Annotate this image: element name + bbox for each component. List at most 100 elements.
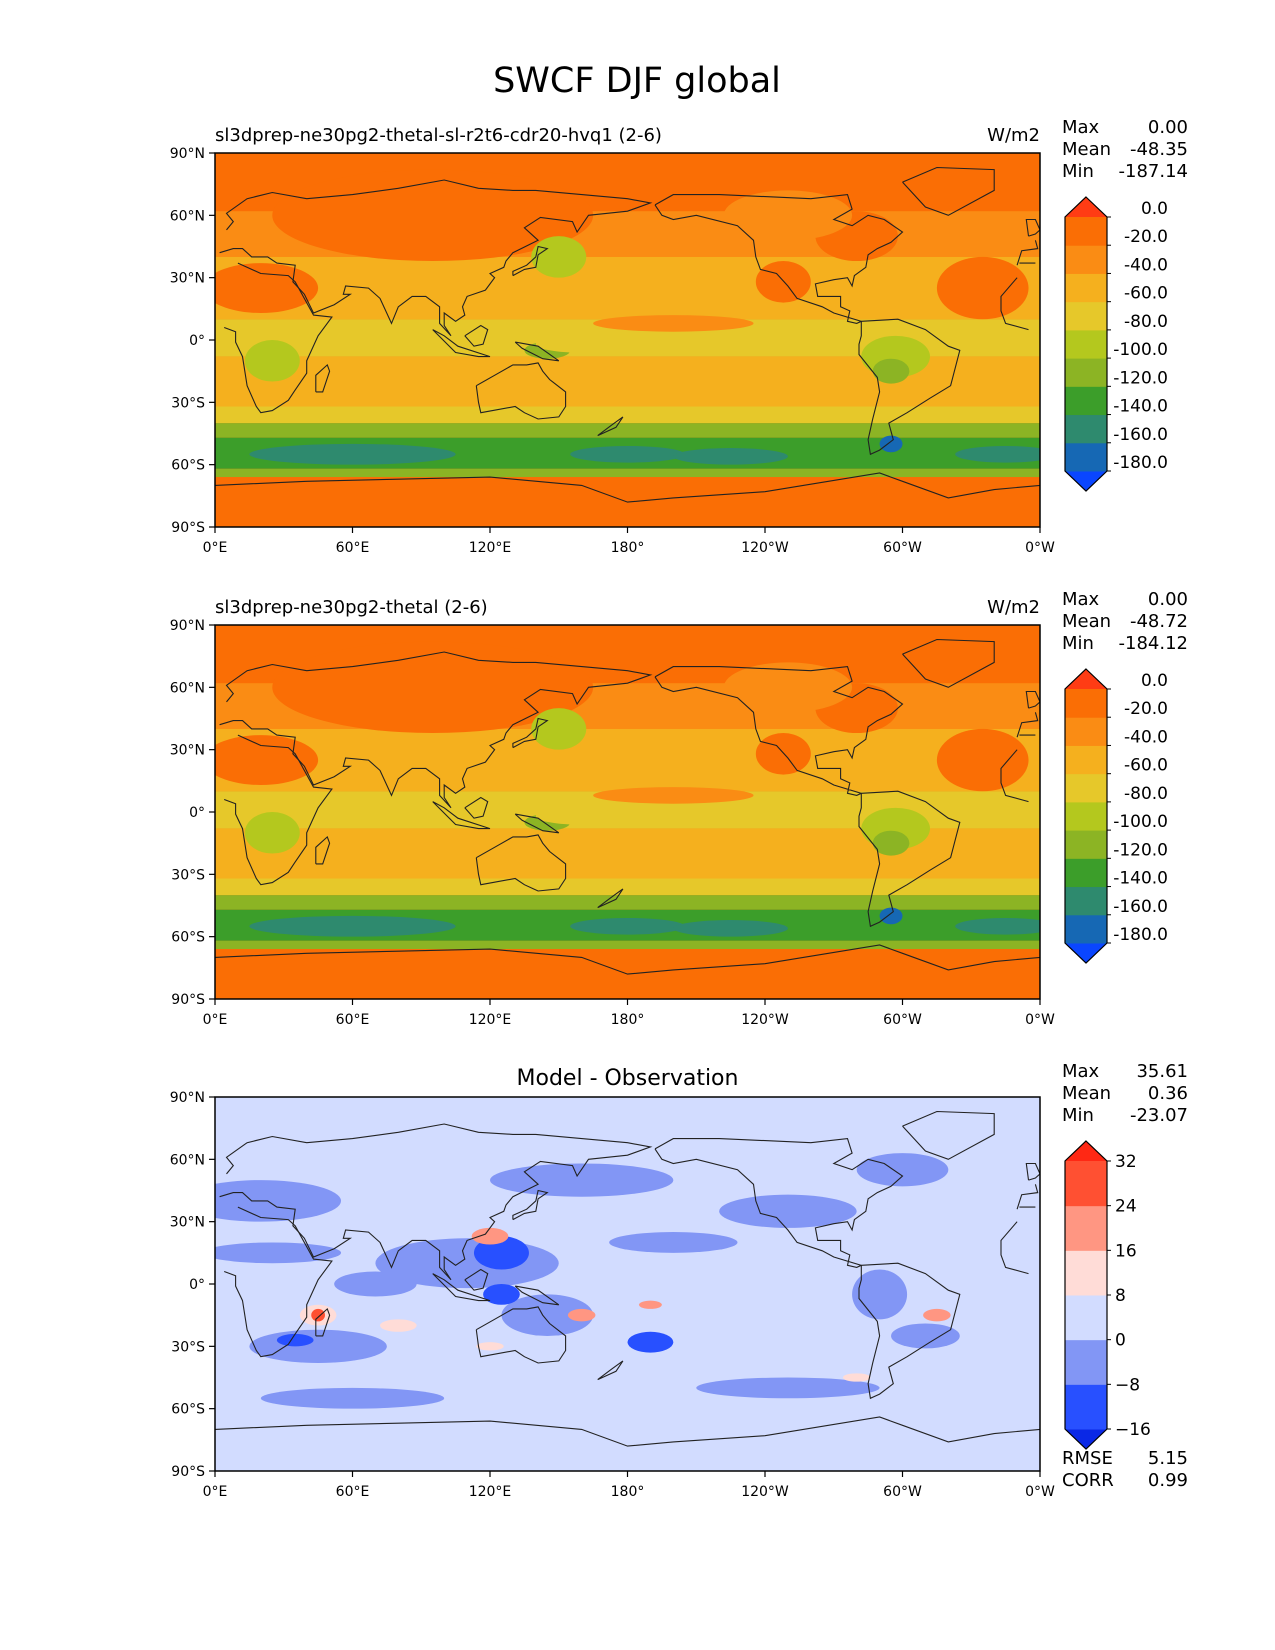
colorbar-extend-high <box>1065 669 1107 689</box>
lon-tick-label: 180° <box>611 540 645 556</box>
new-zealand-outline <box>597 1360 624 1381</box>
field-blob <box>879 435 903 453</box>
antarctica-outline <box>215 472 1040 503</box>
madagascar-outline <box>315 1307 331 1337</box>
colorbar: -180.0 -160.0 -140.0 -120.0 -100.0 -80.0 -60.0… <box>1064 668 1168 964</box>
field-blob <box>955 917 1040 935</box>
lat-tick-label: 90°N <box>170 1090 205 1106</box>
indonesia-outline <box>432 1273 491 1302</box>
field-band <box>215 468 1040 478</box>
coastlines <box>215 638 1040 975</box>
colorbar-tick-label: -100.0 <box>1113 812 1168 832</box>
lon-tick-label: 60°W <box>883 1484 922 1500</box>
lon-tick-label: 120°W <box>741 540 789 556</box>
colorbar-extend-high <box>1065 1141 1107 1161</box>
map-field <box>215 153 1040 527</box>
colorbar-segment <box>1065 358 1107 387</box>
stat-value: -184.12 <box>1119 633 1188 654</box>
field-blob <box>842 1373 871 1382</box>
field-blob <box>215 263 319 313</box>
colorbar-tick-label: 8 <box>1115 1286 1126 1306</box>
colorbar-segment <box>1065 773 1107 803</box>
colorbar-segment <box>1065 414 1107 444</box>
footer-stat-label: RMSE <box>1062 1448 1113 1469</box>
field-blob <box>872 358 910 384</box>
colorbar-segment <box>1065 386 1107 416</box>
field-blob <box>755 261 811 303</box>
colorbar-tick-label: 0.0 <box>1141 671 1168 691</box>
panel-title: sl3dprep-ne30pg2-thetal-sl-r2t6-cdr20-hv… <box>215 125 662 146</box>
field-blob <box>421 364 513 399</box>
colorbar-segment <box>1065 1339 1107 1385</box>
colorbar-segment <box>1065 217 1107 246</box>
colorbar-segment <box>1065 273 1107 303</box>
colorbar-segment <box>1065 1161 1107 1207</box>
field-blob <box>936 728 1029 792</box>
colorbar-extend-low <box>1065 1429 1107 1449</box>
north-america-outline <box>654 194 904 324</box>
lon-tick-label: 120°E <box>469 1012 512 1028</box>
stat-label: Mean <box>1062 1083 1111 1104</box>
colorbar-tick-label: -100.0 <box>1113 340 1168 360</box>
colorbar-segment <box>1065 830 1107 859</box>
australia-outline <box>475 834 567 892</box>
field-blob <box>476 1342 504 1351</box>
colorbar-segment <box>1065 329 1107 359</box>
lon-tick-label: 60°W <box>883 540 922 556</box>
field-band <box>215 878 1040 896</box>
lon-tick-label: 0°W <box>1025 1484 1055 1500</box>
field-blob <box>276 1333 314 1347</box>
lat-tick-label: 30°N <box>170 743 205 759</box>
field-blob <box>723 662 853 713</box>
field-blob <box>249 1329 387 1363</box>
field-blob <box>249 443 456 465</box>
lat-tick-label: 60°N <box>170 1152 205 1168</box>
lat-tick-label: 90°S <box>171 1464 205 1480</box>
colorbar-tick-label: 0.0 <box>1141 199 1168 219</box>
lat-tick-label: 30°S <box>171 395 205 411</box>
lat-tick-label: 60°S <box>171 1402 205 1418</box>
colorbar-tick-label: -160.0 <box>1113 897 1168 917</box>
field-blob <box>531 708 587 750</box>
field-blob <box>609 1232 738 1253</box>
new-guinea-outline <box>514 341 560 362</box>
uk-outline <box>1025 1162 1040 1181</box>
field-blob <box>879 907 903 925</box>
field-blob <box>260 1387 445 1409</box>
new-zealand-outline <box>597 888 624 909</box>
map-panel-1: 90°N 60°N 30°N 0° 30°S 60°S 90°S 0°E 60°E 120°E 18… <box>170 117 1188 556</box>
lat-tick-label: 0° <box>189 333 205 349</box>
new-guinea-outline <box>514 813 560 834</box>
field-blob <box>471 1227 509 1245</box>
colorbar-segment <box>1065 1384 1107 1430</box>
eurasia-outline <box>219 1123 1039 1281</box>
colorbar-segment <box>1065 717 1107 746</box>
stat-value: -187.14 <box>1119 161 1188 182</box>
field-blob <box>421 836 513 871</box>
field-blob <box>483 1284 520 1305</box>
colorbar-extend-low <box>1065 471 1107 491</box>
map-panel-2: 90°N 60°N 30°N 0° 30°S 60°S 90°S 0°E 60°E 120°E 18… <box>170 589 1188 1028</box>
colorbar-segment <box>1065 858 1107 888</box>
lon-tick-label: 60°E <box>336 1484 370 1500</box>
units-label: W/m2 <box>987 597 1040 618</box>
lon-tick-label: 180° <box>611 1012 645 1028</box>
colorbar-segment <box>1065 442 1107 472</box>
field-band <box>215 406 1040 424</box>
field-blob <box>249 915 456 937</box>
figure-title: SWCF DJF global <box>493 61 781 101</box>
lon-tick-label: 120°E <box>469 1484 512 1500</box>
field-blob <box>696 1377 880 1399</box>
greenland-outline <box>902 1110 995 1160</box>
field-blob <box>215 735 319 785</box>
field-blob <box>570 917 685 935</box>
lon-tick-label: 120°W <box>741 1012 789 1028</box>
borneo-outline <box>464 1268 489 1291</box>
stat-label: Min <box>1062 161 1094 182</box>
panel-title: Model - Observation <box>517 1066 739 1091</box>
colorbar: −16 −8 0 8 16 24 32 <box>1064 1140 1151 1450</box>
field-blob <box>755 733 811 775</box>
north-america-outline <box>654 666 904 796</box>
stat-value: -23.07 <box>1130 1105 1188 1126</box>
antarctica-outline <box>215 944 1040 975</box>
